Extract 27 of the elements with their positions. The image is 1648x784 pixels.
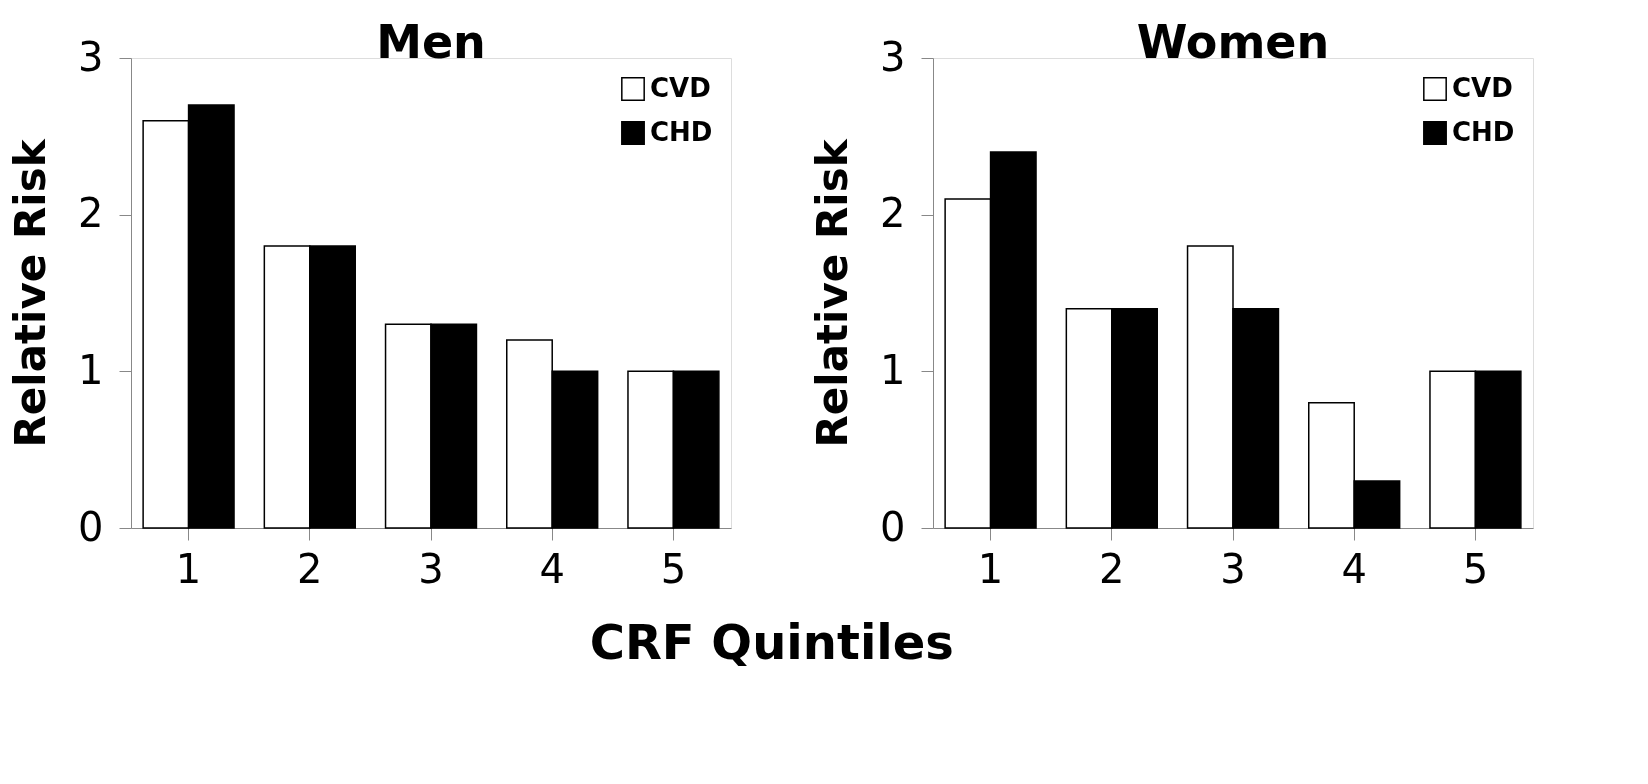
x-tick-label: 2 bbox=[1099, 545, 1125, 592]
y-tick-label: 0 bbox=[78, 503, 104, 550]
legend-label: CHD bbox=[650, 117, 713, 147]
y-axis-title: Relative Risk bbox=[808, 138, 858, 448]
x-tick-label: 4 bbox=[539, 545, 565, 592]
x-tick-label: 1 bbox=[175, 545, 202, 592]
chart-title: Women bbox=[1136, 15, 1330, 69]
legend-label: CVD bbox=[650, 73, 711, 103]
y-tick-label: 3 bbox=[78, 33, 104, 80]
x-tick-label: 1 bbox=[977, 545, 1004, 592]
y-tick-label: 1 bbox=[78, 346, 104, 393]
x-tick-label: 3 bbox=[418, 545, 444, 592]
y-tick-label: 3 bbox=[880, 33, 906, 80]
y-tick-label: 0 bbox=[880, 503, 906, 550]
x-tick-label: 5 bbox=[660, 545, 687, 592]
x-tick-label: 2 bbox=[297, 545, 323, 592]
x-axis-title: CRF Quintiles bbox=[589, 613, 954, 670]
y-tick-label: 2 bbox=[78, 190, 104, 237]
x-tick-label: 4 bbox=[1341, 545, 1367, 592]
legend-label: CVD bbox=[1452, 73, 1513, 103]
x-tick-label: 5 bbox=[1462, 545, 1489, 592]
y-tick-label: 2 bbox=[880, 190, 906, 237]
y-axis-title: Relative Risk bbox=[6, 138, 56, 448]
chart-title: Men bbox=[376, 15, 486, 69]
legend-label: CHD bbox=[1452, 117, 1515, 147]
x-tick-label: 3 bbox=[1220, 545, 1246, 592]
y-tick-label: 1 bbox=[880, 346, 906, 393]
